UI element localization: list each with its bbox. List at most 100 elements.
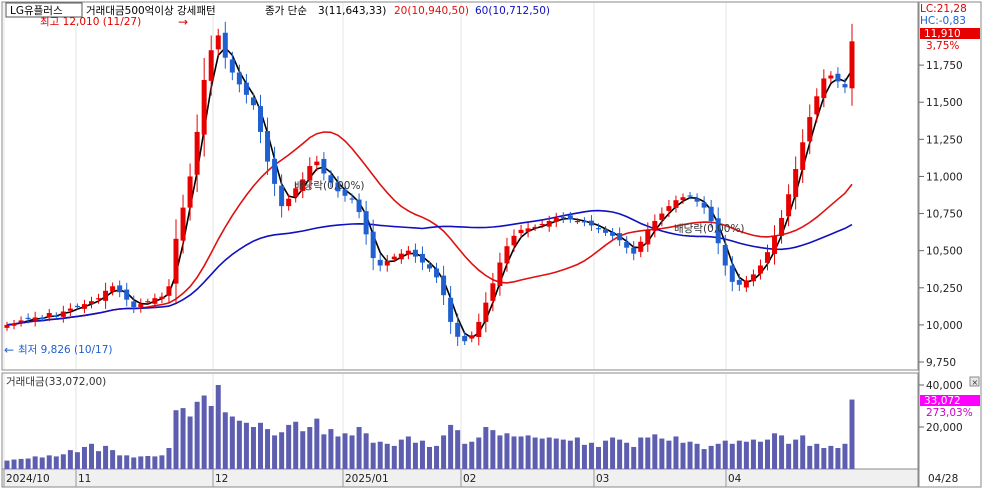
time-tick-label: 11 (78, 473, 91, 485)
volume-bar (307, 427, 313, 469)
candle-body (419, 253, 425, 263)
price-panel-border (1, 1, 919, 371)
candle-body (567, 215, 573, 220)
candle-body (560, 217, 566, 219)
candle-body (11, 323, 17, 326)
volume-bar (525, 435, 531, 469)
volume-bar (793, 439, 799, 469)
candle-body (638, 241, 644, 252)
candle-body (814, 96, 820, 115)
price-axis-ticks: 11,750 11,500 11,250 11,000 10,750 10,500 10,2… (919, 60, 963, 369)
chart-legend: LG유플러스 거래대금500억이상 강세패턴 종가 단순 3(11,643,33… (5, 2, 550, 18)
volume-bar (708, 445, 714, 469)
candle-body (398, 253, 404, 260)
volume-bar (67, 450, 73, 469)
volume-bar (363, 433, 369, 469)
volume-title: 거래대금(33,072,00) (6, 376, 106, 388)
volume-bar (11, 459, 17, 469)
stock-name: LG유플러스 (10, 5, 63, 17)
volume-bar (786, 443, 792, 469)
volume-bar (229, 416, 235, 469)
volume-bar (490, 430, 496, 469)
candle-body (546, 220, 552, 227)
volume-bar (765, 439, 770, 469)
candle-body (18, 320, 24, 323)
candle-body (412, 249, 418, 257)
candle-body (849, 41, 855, 89)
candle-body (807, 117, 813, 142)
candle-body (588, 220, 594, 226)
candle-body (828, 75, 834, 79)
volume-bar (243, 422, 249, 469)
volume-bar (603, 440, 609, 469)
volume-bar (18, 458, 24, 469)
candle-body (539, 223, 545, 226)
candle-body (779, 218, 785, 236)
candle-body (666, 206, 672, 211)
volume-bar (314, 418, 320, 469)
volume-bar (821, 448, 827, 469)
volume-bar (680, 442, 686, 469)
candle-body (53, 315, 59, 317)
candle-body (483, 302, 489, 322)
volume-bar (750, 439, 756, 469)
candle-body (60, 311, 66, 317)
candle-body (624, 242, 630, 248)
volume-bar (694, 443, 700, 469)
candle-body (680, 197, 686, 201)
candle-body (321, 158, 327, 174)
candle-body (462, 335, 468, 342)
volume-bar (321, 434, 327, 469)
ma3-legend: 3(11,643,33) (318, 5, 386, 17)
candle-body (314, 161, 320, 166)
candle-body (74, 305, 80, 308)
volume-bar (807, 445, 813, 469)
volume-axis-ticks: 40,000 20,000 (919, 380, 963, 434)
volume-bar (215, 385, 221, 469)
lc-value: LC:21,28 (920, 3, 967, 15)
volume-bar (272, 435, 278, 469)
candle-body (131, 301, 137, 308)
high-arrow: → (178, 15, 188, 29)
volume-bar (96, 451, 102, 469)
candle-body (750, 274, 756, 282)
volume-bar (180, 408, 186, 469)
volume-bar (138, 456, 144, 469)
volume-bar (173, 410, 179, 469)
volume-bars (4, 385, 855, 469)
volume-bar (687, 441, 693, 469)
volume-tick-label: 40,000 (926, 380, 963, 392)
candle-body (236, 72, 242, 85)
candle-body (772, 235, 778, 254)
candle-body (4, 324, 10, 328)
scroll-handle[interactable] (969, 376, 980, 387)
volume-bar (610, 437, 616, 469)
volume-bar (166, 448, 172, 469)
volume-bar (46, 455, 52, 469)
candle-body (81, 304, 87, 309)
volume-bar (300, 431, 306, 469)
dividend-annotation-1: 배당락(0,00%) (294, 180, 365, 192)
price-badge-value: 11,910 (924, 28, 961, 40)
candle-body (729, 265, 735, 282)
time-tick-label: 04 (728, 473, 742, 485)
volume-bar (434, 445, 440, 469)
volume-bar (448, 424, 454, 469)
time-axis-bar (1, 468, 919, 488)
volume-bar (553, 438, 559, 469)
candle-body (736, 280, 742, 285)
volume-bar (356, 427, 362, 469)
volume-bar (194, 401, 200, 469)
volume-bar (152, 456, 158, 469)
time-tick-label: 04/28 (928, 473, 958, 485)
volume-bar (398, 439, 404, 469)
candle-body (610, 231, 616, 236)
candle-body (103, 290, 109, 301)
candle-body (631, 247, 637, 254)
time-tick-label: 2025/01 (345, 473, 389, 485)
candle-body (342, 189, 348, 196)
candle-body (455, 322, 461, 337)
stock-name-box[interactable] (5, 2, 83, 18)
candle-body (581, 220, 587, 223)
